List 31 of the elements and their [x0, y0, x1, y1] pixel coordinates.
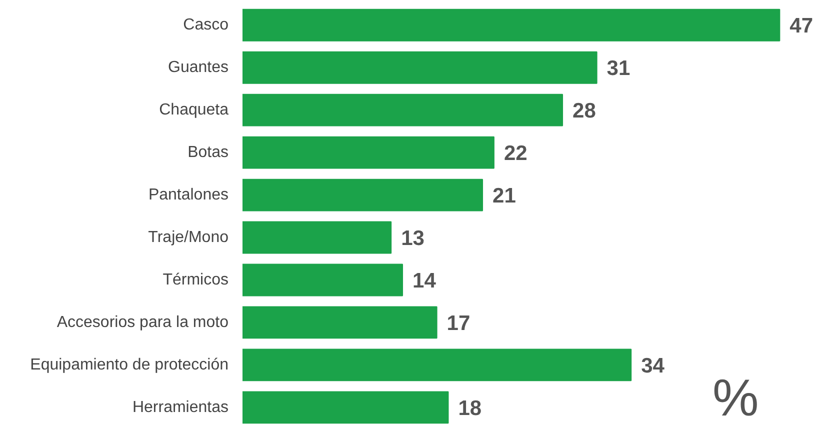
bar	[242, 348, 632, 382]
bar	[242, 264, 404, 296]
bar	[242, 391, 449, 424]
y-tick-label: Accesorios para la moto	[56, 314, 229, 331]
data-label: 13	[401, 227, 424, 250]
y-tick-label: Chaqueta	[159, 102, 229, 119]
data-label: 47	[790, 14, 814, 38]
bar	[242, 221, 392, 254]
data-label: 34	[641, 354, 665, 378]
y-tick-label: Equipamiento de protección	[30, 356, 229, 374]
bar	[242, 51, 598, 84]
bar	[242, 178, 484, 212]
data-label: 28	[572, 100, 596, 123]
y-tick-label: Casco	[183, 16, 229, 34]
bar	[242, 8, 780, 42]
y-tick-label: Térmicos	[162, 271, 228, 288]
data-label: 14	[412, 269, 436, 292]
bar	[242, 136, 494, 169]
annotation: %	[712, 370, 759, 428]
y-tick-label: Herramientas	[132, 398, 228, 416]
data-label: 18	[458, 396, 482, 420]
data-label: 21	[492, 184, 516, 208]
data-label: 22	[504, 142, 528, 166]
y-tick-label: Traje/Mono	[148, 229, 229, 246]
data-label: 17	[446, 312, 470, 335]
bar	[242, 94, 564, 126]
y-tick-label: Botas	[188, 144, 229, 162]
y-tick-label: Guantes	[168, 59, 228, 76]
data-label: 31	[606, 57, 630, 80]
bar	[242, 306, 438, 339]
y-tick-label: Pantalones	[148, 186, 228, 204]
